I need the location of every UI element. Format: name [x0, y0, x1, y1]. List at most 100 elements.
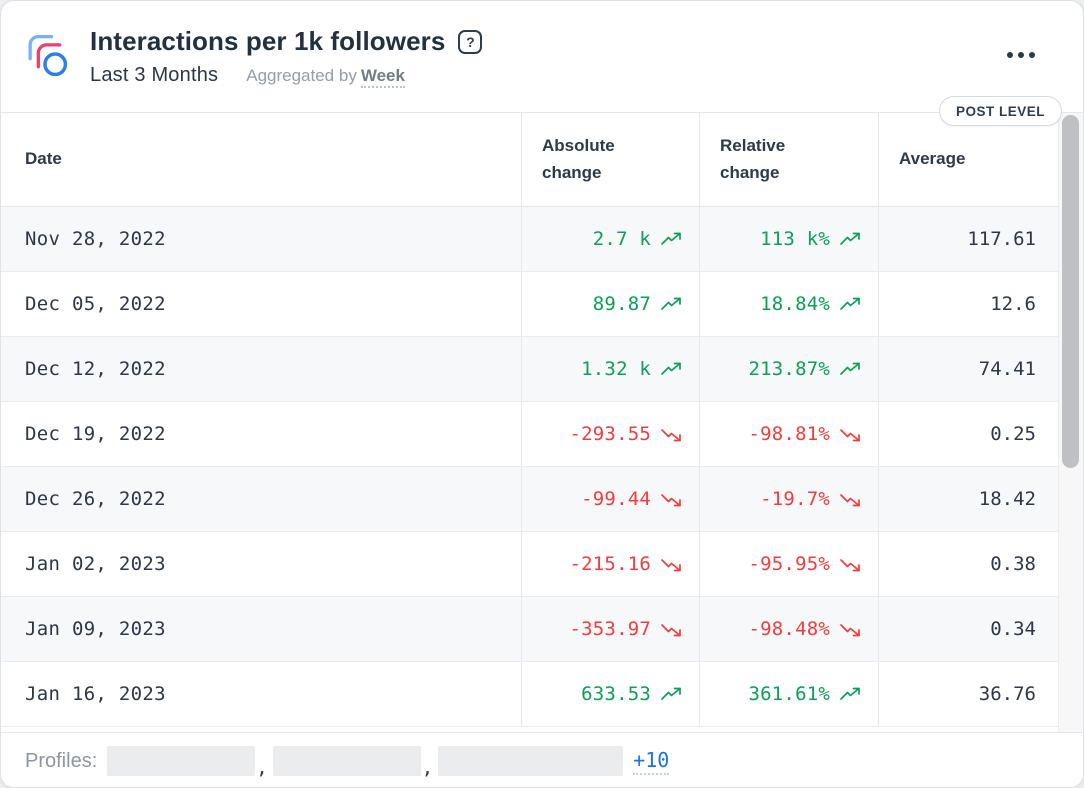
- trend-up-icon: [840, 362, 860, 375]
- aggregation-value[interactable]: Week: [360, 66, 405, 88]
- average-cell: 18.42: [878, 467, 1058, 531]
- aggregated-by-text: Aggregated by: [246, 66, 357, 85]
- table-section: Date Absolute change Relative change Ave…: [1, 112, 1083, 732]
- trend-down-icon: [840, 558, 860, 571]
- table-row: Dec 12, 2022 1.32 k 213.87% 74.41: [1, 337, 1058, 402]
- profile-redacted-2: [272, 746, 421, 776]
- post-level-badge[interactable]: POST LEVEL: [938, 96, 1062, 126]
- date-cell: Nov 28, 2022: [25, 228, 166, 250]
- absolute-change-cell: 633.53: [521, 662, 699, 726]
- trend-up-icon: [661, 362, 681, 375]
- trend-down-icon: [840, 623, 860, 636]
- profiles-footer: Profiles: , , +10: [1, 732, 1083, 787]
- absolute-change-value: 2.7 k: [592, 228, 651, 250]
- date-cell: Jan 16, 2023: [25, 683, 166, 705]
- trend-up-icon: [840, 687, 860, 700]
- table-header-row: Date Absolute change Relative change Ave…: [1, 113, 1058, 207]
- average-cell: 117.61: [878, 207, 1058, 271]
- date-cell: Dec 12, 2022: [25, 358, 166, 380]
- more-menu-button[interactable]: [1003, 48, 1039, 62]
- aggregation-label: Aggregated by Week: [246, 66, 405, 88]
- table-row: Dec 19, 2022 -293.55 -98.81% 0.25: [1, 402, 1058, 467]
- trend-up-icon: [661, 687, 681, 700]
- relative-change-cell: 213.87%: [699, 337, 878, 401]
- help-icon[interactable]: ?: [458, 30, 483, 54]
- absolute-change-value: 89.87: [592, 293, 651, 315]
- average-cell: 74.41: [878, 337, 1058, 401]
- table-body: Nov 28, 2022 2.7 k 113 k% 117.61 Dec 05,…: [1, 207, 1083, 727]
- absolute-change-value: -99.44: [581, 488, 651, 510]
- date-cell: Dec 26, 2022: [25, 488, 166, 510]
- absolute-change-cell: 89.87: [521, 272, 699, 336]
- average-cell: 12.6: [878, 272, 1058, 336]
- profile-redacted-3: [438, 746, 624, 776]
- trend-up-icon: [840, 232, 860, 245]
- trend-down-icon: [661, 493, 681, 506]
- ellipsis-icon: [1007, 52, 1013, 58]
- relative-change-value: 361.61%: [748, 683, 830, 705]
- absolute-change-cell: -99.44: [521, 467, 699, 531]
- relative-change-value: 213.87%: [748, 358, 830, 380]
- average-cell: 0.34: [878, 597, 1058, 661]
- relative-change-cell: -98.48%: [699, 597, 878, 661]
- column-header-relative-change: Relative change: [699, 113, 878, 206]
- profile-redacted-1: [107, 746, 256, 776]
- average-cell: 0.38: [878, 532, 1058, 596]
- scrollbar-track: [1058, 113, 1083, 732]
- trend-down-icon: [661, 558, 681, 571]
- trend-up-icon: [840, 297, 860, 310]
- absolute-change-cell: -353.97: [521, 597, 699, 661]
- absolute-change-value: -353.97: [569, 618, 651, 640]
- relative-change-value: 18.84%: [760, 293, 830, 315]
- relative-change-cell: -98.81%: [699, 402, 878, 466]
- absolute-change-value: 633.53: [581, 683, 651, 705]
- average-cell: 36.76: [878, 662, 1058, 726]
- absolute-change-cell: 1.32 k: [521, 337, 699, 401]
- more-profiles-link[interactable]: +10: [633, 748, 670, 775]
- relative-change-cell: 18.84%: [699, 272, 878, 336]
- profiles-label: Profiles:: [25, 749, 98, 772]
- trend-up-icon: [661, 232, 681, 245]
- table-row: Jan 16, 2023 633.53 361.61% 36.76: [1, 662, 1058, 727]
- relative-change-value: -95.95%: [748, 553, 830, 575]
- period-label: Last 3 Months: [90, 64, 219, 86]
- relative-change-cell: 361.61%: [699, 662, 878, 726]
- trend-down-icon: [661, 428, 681, 441]
- absolute-change-cell: 2.7 k: [521, 207, 699, 271]
- average-cell: 0.25: [878, 402, 1058, 466]
- relative-change-value: -98.81%: [748, 423, 830, 445]
- date-cell: Dec 05, 2022: [25, 293, 166, 315]
- separator: ,: [256, 757, 268, 779]
- date-cell: Jan 02, 2023: [25, 553, 166, 575]
- column-header-date: Date: [25, 149, 62, 169]
- relative-change-value: 113 k%: [760, 228, 830, 250]
- relative-change-cell: -95.95%: [699, 532, 878, 596]
- absolute-change-cell: -293.55: [521, 402, 699, 466]
- date-cell: Jan 09, 2023: [25, 618, 166, 640]
- absolute-change-value: -215.16: [569, 553, 651, 575]
- table-row: Dec 05, 2022 89.87 18.84% 12.6: [1, 272, 1058, 337]
- trend-down-icon: [840, 428, 860, 441]
- trend-down-icon: [840, 493, 860, 506]
- separator: ,: [421, 757, 434, 779]
- column-header-average: Average: [878, 113, 1058, 206]
- card-header: Interactions per 1k followers ? Last 3 M…: [1, 1, 1083, 112]
- table-row: Jan 09, 2023 -353.97 -98.48% 0.34: [1, 597, 1058, 662]
- relative-change-cell: -19.7%: [699, 467, 878, 531]
- table-row: Jan 02, 2023 -215.16 -95.95% 0.38: [1, 532, 1058, 597]
- relative-change-value: -19.7%: [760, 488, 830, 510]
- absolute-change-value: -293.55: [569, 423, 651, 445]
- title-block: Interactions per 1k followers ? Last 3 M…: [90, 26, 483, 88]
- absolute-change-value: 1.32 k: [581, 358, 651, 380]
- app-logo-icon: [28, 35, 68, 76]
- relative-change-cell: 113 k%: [699, 207, 878, 271]
- trend-down-icon: [661, 623, 681, 636]
- widget-title: Interactions per 1k followers: [90, 26, 446, 56]
- trend-up-icon: [661, 297, 681, 310]
- column-header-absolute-change: Absolute change: [521, 113, 699, 206]
- scrollbar-thumb[interactable]: [1062, 115, 1079, 468]
- date-cell: Dec 19, 2022: [25, 423, 166, 445]
- table-row: Dec 26, 2022 -99.44 -19.7% 18.42: [1, 467, 1058, 532]
- relative-change-value: -98.48%: [748, 618, 830, 640]
